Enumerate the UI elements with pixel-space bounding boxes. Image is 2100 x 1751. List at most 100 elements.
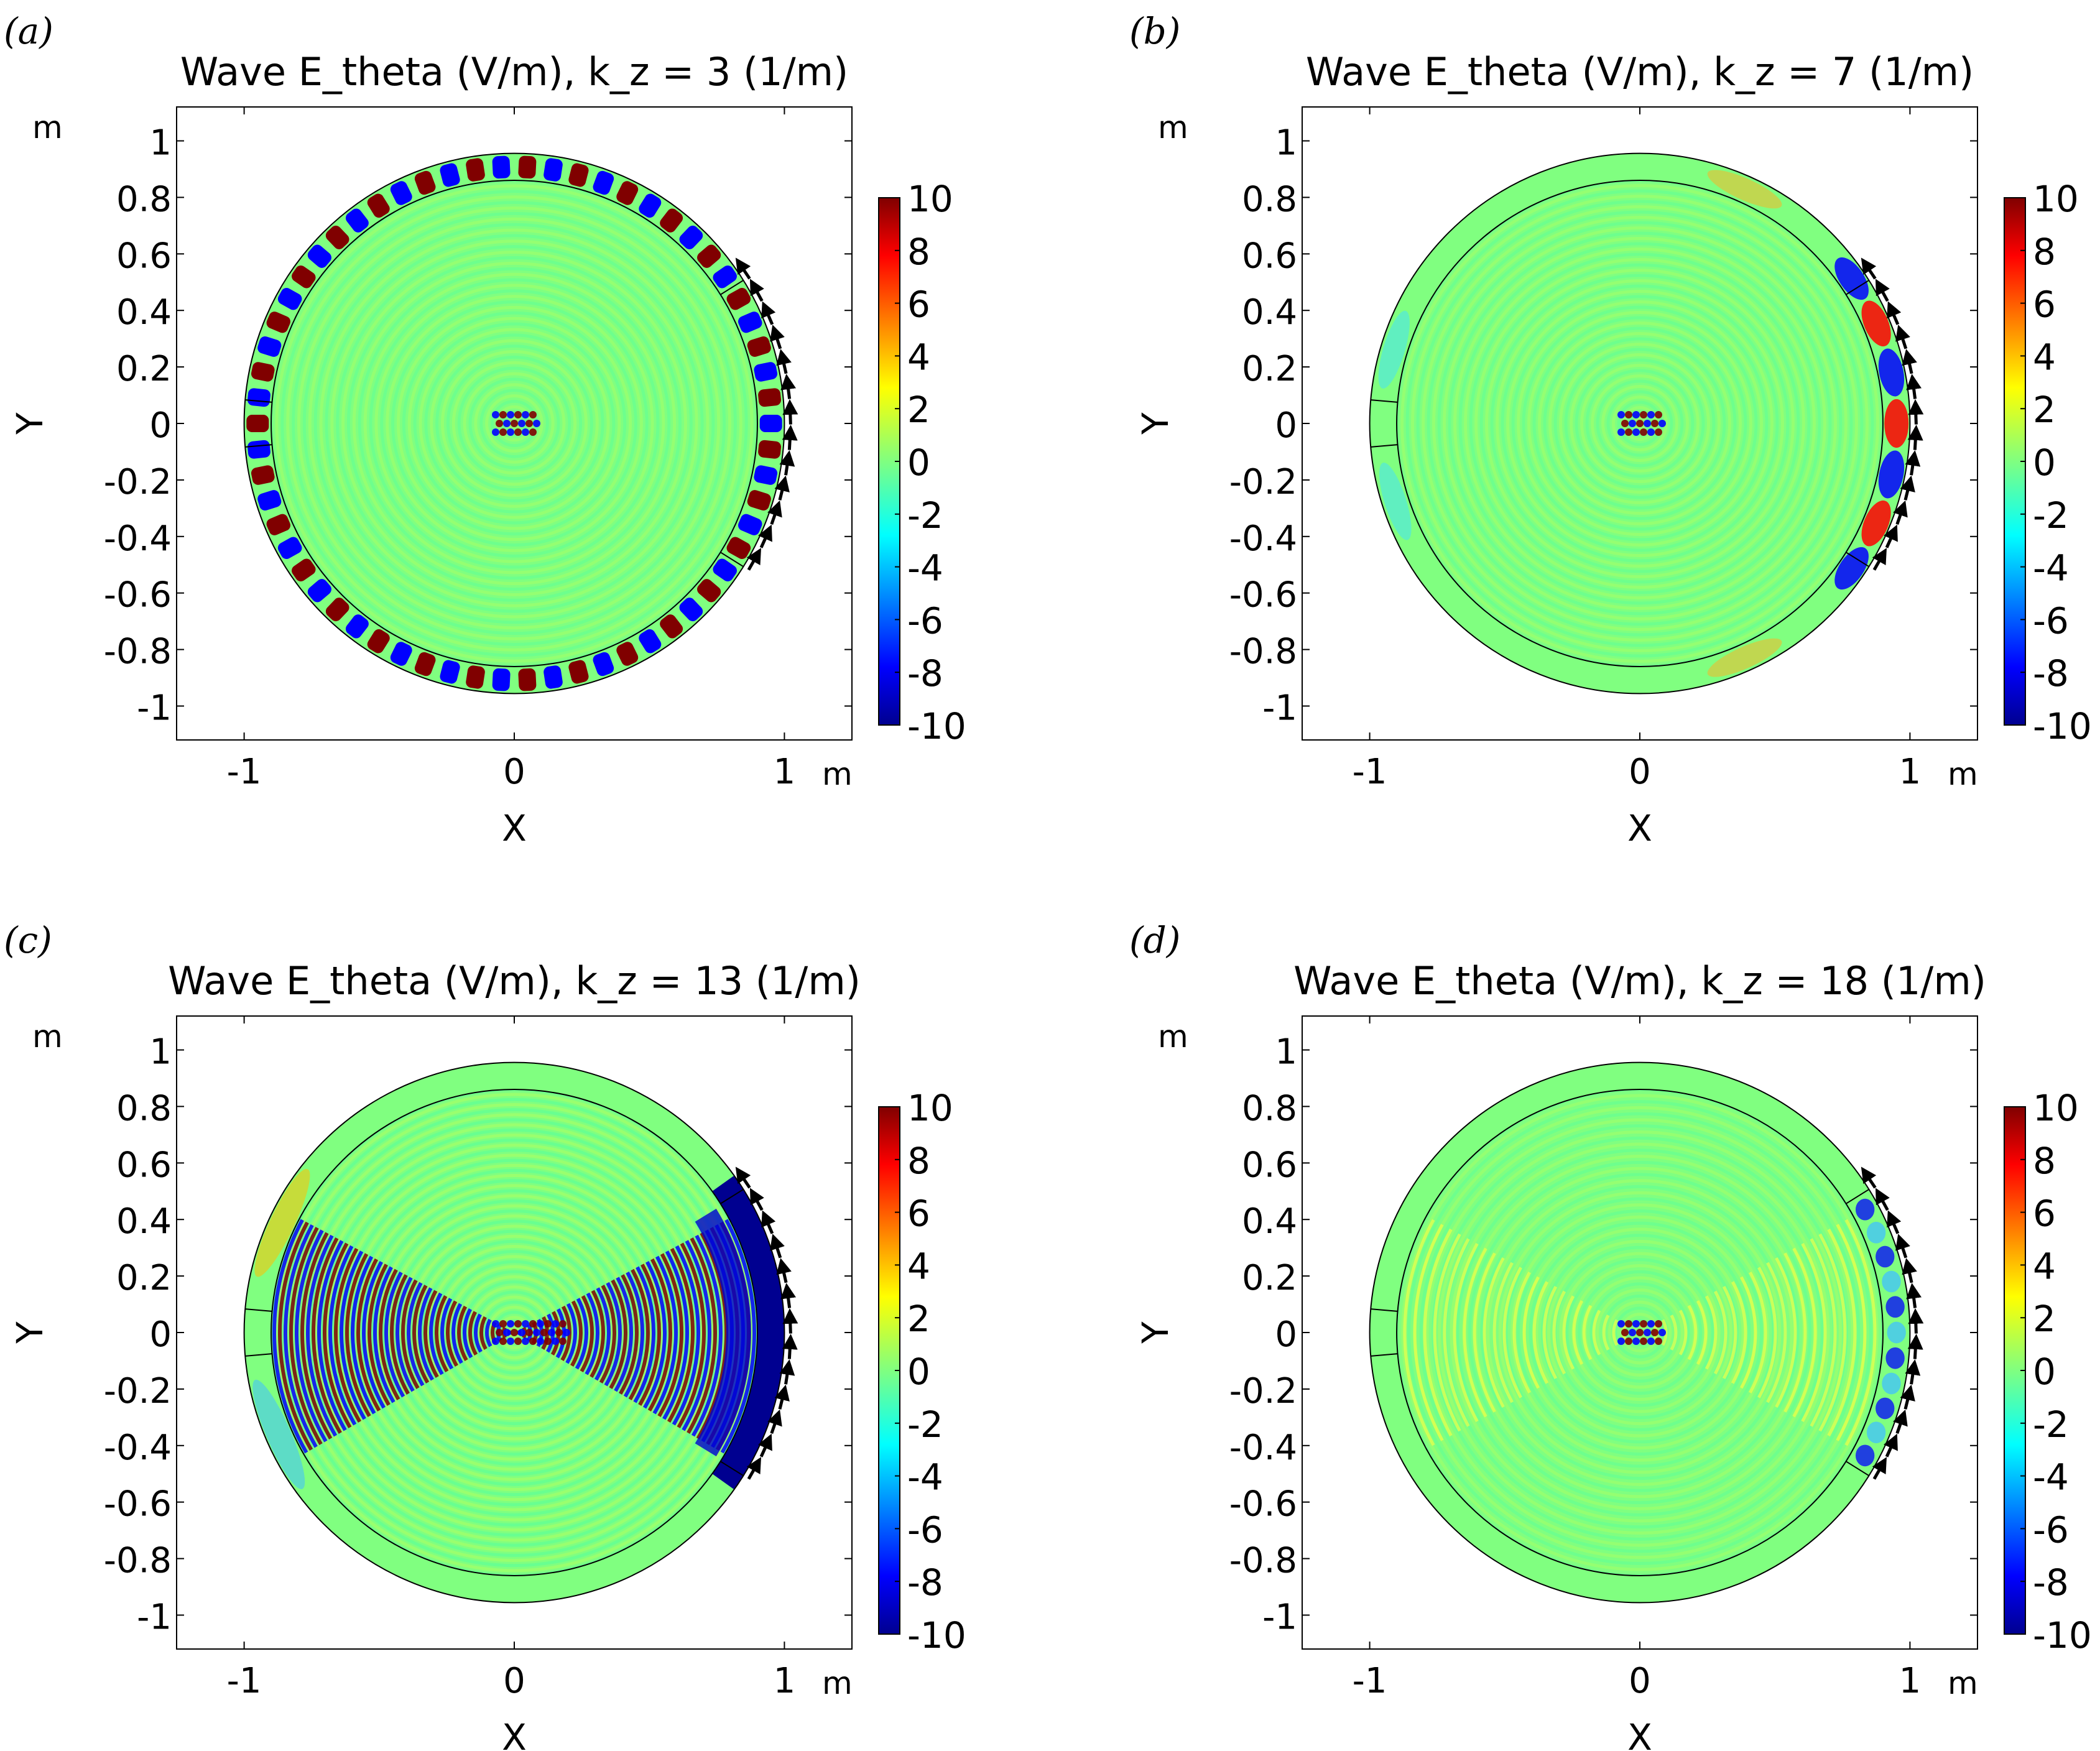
bowtie-stripe (340, 1250, 366, 1420)
wave-stripe (1532, 1281, 1549, 1384)
bowtie-stripe (652, 1255, 678, 1415)
spot-blob (537, 1338, 544, 1345)
y-tick-label: 1 (149, 1032, 172, 1073)
bowtie-stripe (468, 1311, 478, 1356)
domain-divider (720, 279, 744, 295)
ripple-ring (1596, 379, 1684, 468)
plasma-interior (271, 180, 757, 667)
edge-mode-blob (660, 208, 683, 233)
edge-mode-blob (544, 665, 563, 689)
edge-mode-blob (679, 225, 703, 249)
y-tick-label: 0.4 (116, 292, 172, 333)
ripple-ring (424, 333, 604, 514)
spot-blob (1617, 411, 1625, 418)
y-tick-label: 0.2 (1242, 349, 1297, 389)
ripple-ring (1504, 1197, 1775, 1468)
colorbar-tick-label: -4 (2033, 547, 2069, 589)
edge-mode-blob (390, 181, 412, 205)
spot-blob (537, 1320, 544, 1328)
field-map (244, 1062, 785, 1603)
bowtie-stripe (590, 1290, 605, 1378)
colorbar-tick-label: 2 (2033, 1298, 2056, 1340)
current-arrow (1887, 301, 1902, 325)
wave-stripe (1482, 1257, 1505, 1408)
colorbar-tick-label: 0 (2033, 441, 2056, 484)
edge-mode-blob (266, 514, 291, 535)
bowtie-stripe (677, 1242, 706, 1428)
spot-blob (507, 411, 514, 418)
spot-blob (522, 411, 529, 418)
current-arrow (1884, 1433, 1898, 1458)
spot-blob (1647, 428, 1655, 436)
ripple-ring (1529, 1221, 1751, 1444)
bowtie-stripe (623, 1271, 644, 1398)
y-tick-label: 1 (1275, 1032, 1297, 1073)
edge-mode-blob (307, 579, 331, 603)
edge-mode-blob (660, 614, 683, 639)
wave-stripe (1423, 1228, 1453, 1437)
antenna-arrows (1861, 257, 1924, 571)
bowtie-stripe (440, 1298, 454, 1370)
outer-boundary (1369, 1061, 1911, 1604)
domain-divider (1371, 444, 1398, 448)
current-arrow (1908, 1308, 1924, 1334)
domain-divider (1846, 1188, 1869, 1204)
ripple-ring (1570, 353, 1710, 494)
spot-blob (522, 1320, 529, 1328)
inner-boundary (1396, 1089, 1884, 1576)
colorbar-tick-label: -6 (907, 599, 943, 642)
ripple-ring (315, 1133, 714, 1532)
spot-blob (559, 1338, 567, 1345)
y-tick-label: -0.4 (104, 1428, 172, 1468)
ripple-ring (1419, 1112, 1861, 1553)
ripple-ring (1547, 1239, 1733, 1426)
edge-mode-blob (246, 415, 269, 432)
ripple-ring (336, 245, 693, 602)
antenna-lobe (1878, 450, 1905, 499)
wave-stripe (1572, 1300, 1584, 1365)
bowtie-stripe (317, 1240, 347, 1431)
spot-blob (1617, 1320, 1625, 1328)
current-arrow (782, 1333, 798, 1359)
ripple-ring (1416, 200, 1864, 647)
y-tick-label: -1 (137, 1597, 172, 1637)
spot-blob (518, 420, 525, 427)
current-arrow (1907, 424, 1923, 450)
spot-blob (492, 428, 499, 436)
bowtie-stripe (599, 1285, 616, 1384)
edge-mode-blob (616, 642, 639, 666)
colorbar-tick-label: 6 (907, 1193, 930, 1235)
y-tick-label: -0.6 (1229, 575, 1297, 616)
spot-blob (1647, 1338, 1655, 1345)
colorbar-tick-label: -6 (2033, 1508, 2069, 1551)
spot-blob (533, 1329, 540, 1336)
bowtie-stripe (575, 1298, 588, 1370)
colorbar-tick-label: 4 (2033, 1245, 2056, 1287)
spot-blob (514, 428, 522, 436)
domain-divider (245, 1308, 272, 1312)
current-arrow (746, 548, 762, 571)
bowtie-stripe (463, 1308, 473, 1359)
edge-mode-blob (292, 266, 316, 289)
field-map (1369, 153, 1910, 694)
wave-stripe (1542, 1285, 1558, 1380)
current-arrow (1872, 548, 1887, 571)
field-map (244, 153, 785, 694)
ripple-ring (325, 1143, 703, 1522)
edge-mode-blob (747, 336, 771, 357)
bowtie-stripe (451, 1303, 463, 1364)
current-arrow (1900, 1384, 1915, 1410)
bowtie-stripe (642, 1260, 667, 1409)
ripple-ring (419, 328, 610, 519)
x-tick-label: 0 (1629, 1661, 1651, 1701)
spot-blob (499, 1320, 507, 1328)
domain-divider (1846, 279, 1869, 295)
edge-mode-blob (616, 181, 639, 205)
wave-stripe (1502, 1267, 1522, 1398)
bowtie-stripe (565, 1303, 577, 1364)
current-arrow (749, 1188, 764, 1211)
ripple-ring (1464, 247, 1816, 599)
bowtie-stripe (662, 1250, 689, 1420)
outer-boundary (243, 152, 785, 695)
